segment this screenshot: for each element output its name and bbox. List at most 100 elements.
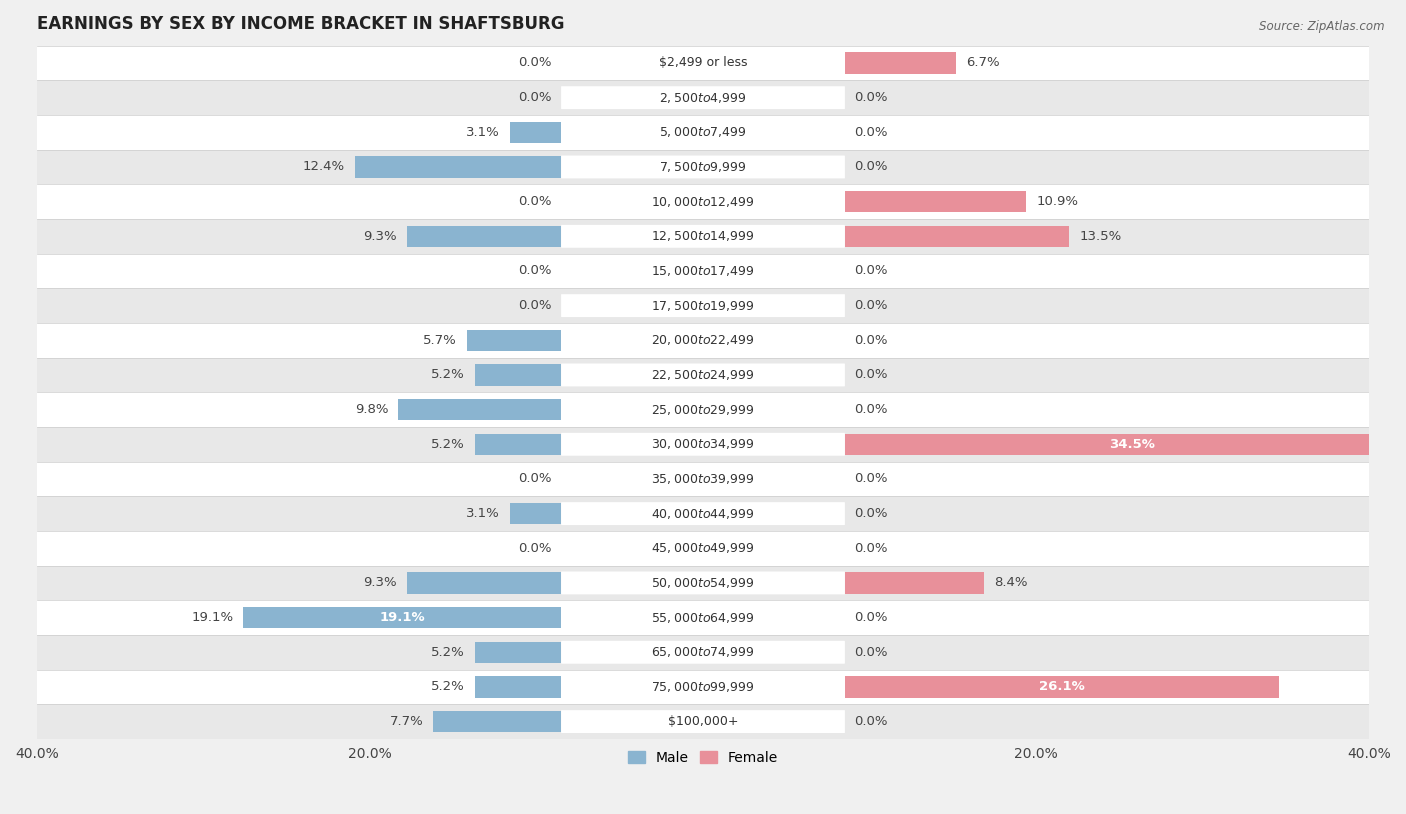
Text: 5.2%: 5.2% bbox=[432, 438, 465, 451]
FancyBboxPatch shape bbox=[561, 260, 845, 282]
Text: 8.4%: 8.4% bbox=[994, 576, 1028, 589]
Text: $25,000 to $29,999: $25,000 to $29,999 bbox=[651, 403, 755, 417]
Text: 0.0%: 0.0% bbox=[855, 265, 889, 278]
Bar bbox=[510, 121, 561, 143]
FancyBboxPatch shape bbox=[561, 190, 845, 213]
Text: $17,500 to $19,999: $17,500 to $19,999 bbox=[651, 299, 755, 313]
FancyBboxPatch shape bbox=[561, 155, 845, 178]
FancyBboxPatch shape bbox=[561, 364, 845, 387]
FancyBboxPatch shape bbox=[561, 606, 845, 629]
Bar bbox=[406, 225, 561, 247]
Bar bbox=[37, 219, 1369, 254]
Text: $22,500 to $24,999: $22,500 to $24,999 bbox=[651, 368, 755, 382]
Text: $12,500 to $14,999: $12,500 to $14,999 bbox=[651, 230, 755, 243]
Text: 0.0%: 0.0% bbox=[855, 507, 889, 520]
Text: $5,000 to $7,499: $5,000 to $7,499 bbox=[659, 125, 747, 139]
Text: $20,000 to $22,499: $20,000 to $22,499 bbox=[651, 333, 755, 348]
FancyBboxPatch shape bbox=[561, 536, 845, 560]
Text: $65,000 to $74,999: $65,000 to $74,999 bbox=[651, 646, 755, 659]
Text: Source: ZipAtlas.com: Source: ZipAtlas.com bbox=[1260, 20, 1385, 33]
Text: 10.9%: 10.9% bbox=[1036, 195, 1078, 208]
Text: 0.0%: 0.0% bbox=[855, 334, 889, 347]
Text: 0.0%: 0.0% bbox=[855, 715, 889, 728]
Text: 0.0%: 0.0% bbox=[855, 91, 889, 104]
Text: $50,000 to $54,999: $50,000 to $54,999 bbox=[651, 576, 755, 590]
Bar bbox=[243, 607, 561, 628]
Bar bbox=[510, 503, 561, 524]
Bar bbox=[37, 323, 1369, 357]
Text: 5.2%: 5.2% bbox=[432, 646, 465, 659]
Text: 19.1%: 19.1% bbox=[191, 611, 233, 624]
FancyBboxPatch shape bbox=[561, 121, 845, 144]
Text: 0.0%: 0.0% bbox=[517, 91, 551, 104]
FancyBboxPatch shape bbox=[561, 502, 845, 525]
Bar bbox=[37, 670, 1369, 704]
Bar bbox=[406, 572, 561, 593]
Bar bbox=[37, 150, 1369, 184]
Text: 9.3%: 9.3% bbox=[363, 230, 396, 243]
Text: 0.0%: 0.0% bbox=[855, 299, 889, 312]
Text: 5.2%: 5.2% bbox=[432, 369, 465, 382]
FancyBboxPatch shape bbox=[561, 676, 845, 698]
Bar bbox=[37, 600, 1369, 635]
Text: 0.0%: 0.0% bbox=[517, 542, 551, 555]
Text: 13.5%: 13.5% bbox=[1080, 230, 1122, 243]
FancyBboxPatch shape bbox=[561, 641, 845, 663]
Text: $7,500 to $9,999: $7,500 to $9,999 bbox=[659, 160, 747, 174]
Bar bbox=[475, 676, 561, 698]
Text: 0.0%: 0.0% bbox=[517, 195, 551, 208]
Bar bbox=[845, 52, 956, 74]
Bar bbox=[845, 676, 1279, 698]
FancyBboxPatch shape bbox=[561, 51, 845, 74]
Text: 0.0%: 0.0% bbox=[517, 56, 551, 69]
FancyBboxPatch shape bbox=[561, 294, 845, 317]
Bar bbox=[845, 434, 1406, 455]
Legend: Male, Female: Male, Female bbox=[623, 745, 783, 770]
FancyBboxPatch shape bbox=[561, 86, 845, 109]
Bar bbox=[37, 427, 1369, 462]
Text: $2,499 or less: $2,499 or less bbox=[659, 56, 747, 69]
Bar bbox=[845, 191, 1026, 212]
Text: 0.0%: 0.0% bbox=[855, 472, 889, 485]
Bar bbox=[845, 225, 1070, 247]
Text: 0.0%: 0.0% bbox=[855, 542, 889, 555]
Text: $45,000 to $49,999: $45,000 to $49,999 bbox=[651, 541, 755, 555]
Text: $2,500 to $4,999: $2,500 to $4,999 bbox=[659, 90, 747, 105]
Text: 5.7%: 5.7% bbox=[423, 334, 457, 347]
FancyBboxPatch shape bbox=[561, 710, 845, 733]
Bar bbox=[433, 711, 561, 733]
Text: 9.8%: 9.8% bbox=[354, 403, 388, 416]
Bar bbox=[37, 115, 1369, 150]
Bar bbox=[37, 566, 1369, 600]
Bar bbox=[37, 531, 1369, 566]
Text: 12.4%: 12.4% bbox=[302, 160, 344, 173]
Text: 0.0%: 0.0% bbox=[517, 265, 551, 278]
FancyBboxPatch shape bbox=[561, 225, 845, 247]
Text: 0.0%: 0.0% bbox=[855, 611, 889, 624]
Text: 5.2%: 5.2% bbox=[432, 681, 465, 694]
Bar bbox=[37, 497, 1369, 531]
Text: 0.0%: 0.0% bbox=[517, 472, 551, 485]
Text: 9.3%: 9.3% bbox=[363, 576, 396, 589]
Bar bbox=[37, 46, 1369, 81]
Bar bbox=[37, 704, 1369, 739]
Text: 6.7%: 6.7% bbox=[966, 56, 1000, 69]
FancyBboxPatch shape bbox=[561, 398, 845, 421]
Bar bbox=[475, 434, 561, 455]
Text: 0.0%: 0.0% bbox=[855, 646, 889, 659]
Bar bbox=[354, 156, 561, 177]
Bar bbox=[475, 641, 561, 663]
Bar bbox=[37, 635, 1369, 670]
Text: $55,000 to $64,999: $55,000 to $64,999 bbox=[651, 610, 755, 624]
Text: 0.0%: 0.0% bbox=[517, 299, 551, 312]
FancyBboxPatch shape bbox=[561, 571, 845, 594]
Text: $35,000 to $39,999: $35,000 to $39,999 bbox=[651, 472, 755, 486]
Text: 26.1%: 26.1% bbox=[1039, 681, 1085, 694]
Bar bbox=[37, 462, 1369, 497]
Bar bbox=[37, 254, 1369, 288]
Bar bbox=[467, 330, 561, 351]
Text: 0.0%: 0.0% bbox=[855, 403, 889, 416]
Text: 3.1%: 3.1% bbox=[465, 507, 499, 520]
Text: $40,000 to $44,999: $40,000 to $44,999 bbox=[651, 506, 755, 521]
Bar bbox=[845, 572, 984, 593]
